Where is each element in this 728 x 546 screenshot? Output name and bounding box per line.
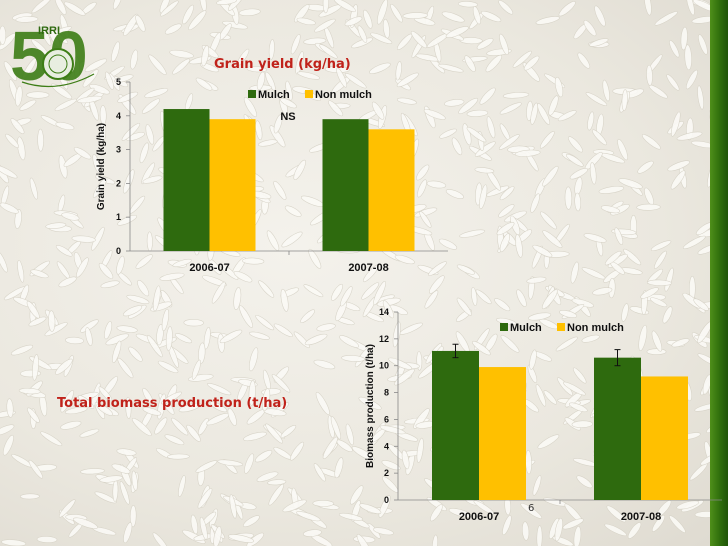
grain-chart-bar-non-mulch <box>209 119 256 252</box>
biomass-chart-ytick-label: 12 <box>379 334 389 344</box>
biomass-chart-ytick-label: 8 <box>384 388 389 398</box>
biomass-chart-ytick-label: 6 <box>384 414 389 424</box>
biomass-chart-legend-swatch <box>557 323 565 331</box>
biomass-chart-category-label: 2007-08 <box>621 511 661 523</box>
grain-chart-ytick-label: 0 <box>116 246 121 256</box>
biomass-chart-bar-mulch <box>432 350 479 500</box>
biomass-chart-category-label: 2006-07 <box>459 511 499 523</box>
grain-chart-ytick-label: 3 <box>116 145 121 155</box>
grain-chart-bar-mulch <box>163 109 210 251</box>
grain-chart-ytick-label: 1 <box>116 212 121 222</box>
grain-chart-legend-swatch <box>305 90 313 98</box>
grain-chart-ytick-label: 2 <box>116 178 121 188</box>
biomass-chart-y-axis-label: Biomass production (t/ha) <box>365 344 376 468</box>
grain-chart-category-label: 2006-07 <box>189 262 229 274</box>
biomass-chart-ytick-label: 4 <box>384 441 389 451</box>
grain-chart-category-label: 2007-08 <box>348 262 388 274</box>
chart1-title: Grain yield (kg/ha) <box>214 57 351 72</box>
chart2-title: Total biomass production (t/ha) <box>57 396 288 411</box>
biomass-chart-ytick-label: 2 <box>384 468 389 478</box>
biomass-chart-bar-non-mulch <box>479 367 526 500</box>
biomass-chart-ytick-label: 0 <box>384 495 389 505</box>
biomass-chart-ytick-label: 10 <box>379 361 389 371</box>
grain-chart-legend-swatch <box>248 90 256 98</box>
grain-chart-legend-label: Mulch <box>258 89 290 101</box>
grain-chart-ytick-label: 4 <box>116 111 121 121</box>
grain-chart-y-axis-label: Grain yield (kg/ha) <box>96 123 107 210</box>
biomass-chart-bar-mulch <box>594 357 641 500</box>
grain-chart-bar-mulch <box>322 119 369 252</box>
grain-chart-legend-label: Non mulch <box>315 89 372 101</box>
biomass-chart-ytick-label: 14 <box>379 307 389 317</box>
logo-text: IRRI <box>38 25 60 37</box>
irri-50-logo: 50 IRRI <box>10 17 95 92</box>
right-accent-bar <box>710 0 728 546</box>
grain-chart-annotation: NS <box>280 111 295 123</box>
biomass-chart-legend-label: Non mulch <box>567 322 624 334</box>
page-number: 6 <box>528 503 535 514</box>
biomass-chart-legend-label: Mulch <box>510 322 542 334</box>
grain-chart-bar-non-mulch <box>368 129 415 251</box>
biomass-chart-legend-swatch <box>500 323 508 331</box>
biomass-chart-bar-non-mulch <box>641 376 688 500</box>
grain-chart-ytick-label: 5 <box>116 77 121 87</box>
